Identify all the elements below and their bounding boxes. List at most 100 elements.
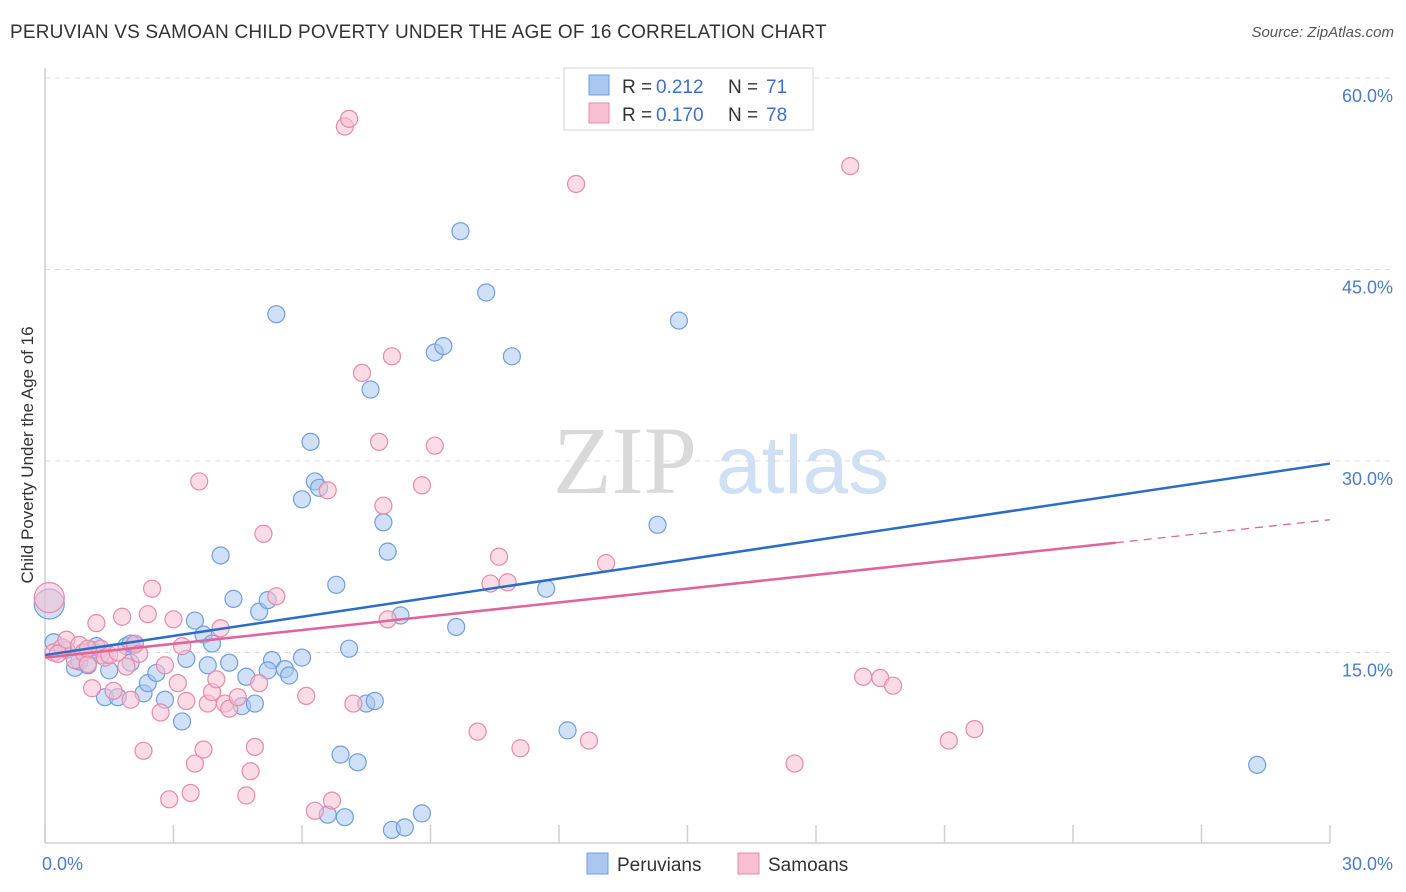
- samoan-point-28: [177, 691, 196, 711]
- chart-title: PERUVIAN VS SAMOAN CHILD POVERTY UNDER T…: [10, 22, 827, 43]
- samoan-point-46: [297, 686, 316, 706]
- samoan-point-22: [142, 579, 162, 598]
- samoan-point-47: [305, 801, 324, 820]
- trendline-samoans: [44, 541, 1116, 659]
- samoan-point-19: [130, 644, 149, 663]
- legend-n-label-1: N =: [728, 77, 758, 98]
- x-tick-label-0: 0.0%: [42, 854, 83, 874]
- y-axis-label: Child Poverty Under the Age of 16: [18, 326, 37, 583]
- samoan-point-24: [155, 656, 175, 675]
- samoan-point-55: [374, 496, 393, 515]
- x-tick-label-1: 30.0%: [1342, 854, 1393, 874]
- peruvian-point-38: [301, 432, 320, 451]
- bottom-legend: Peruvians Samoans: [586, 852, 848, 876]
- samoan-point-23: [151, 703, 170, 722]
- trendlines: [44, 462, 1331, 659]
- y-tick-label-1: 30.0%: [1342, 469, 1393, 489]
- legend-r-value-2: 0.170: [656, 105, 704, 126]
- series-peruvians: [33, 222, 1267, 840]
- bottom-legend-swatch-peruvians: [586, 852, 609, 875]
- samoan-point-66: [579, 731, 599, 750]
- samoan-point-31: [190, 472, 209, 491]
- peruvian-point-43: [331, 745, 350, 764]
- peruvian-point-66: [1248, 755, 1267, 774]
- peruvian-point-54: [395, 818, 414, 837]
- samoan-point-39: [228, 688, 247, 707]
- peruvian-point-48: [361, 380, 380, 399]
- legend-n-label-2: N =: [728, 105, 758, 126]
- samoan-point-44: [254, 524, 273, 543]
- samoan-point-65: [567, 174, 586, 194]
- y-tick-label-2: 45.0%: [1342, 278, 1393, 298]
- source-credit: Source: ZipAtlas.com: [1251, 24, 1394, 41]
- peruvian-point-51: [378, 542, 397, 561]
- samoan-point-60: [468, 722, 487, 741]
- samoan-point-53: [352, 363, 372, 383]
- samoan-point-59: [425, 436, 444, 455]
- samoan-point-52: [344, 694, 363, 713]
- samoan-point-42: [245, 737, 264, 757]
- peruvian-point-57: [434, 337, 453, 356]
- samoan-point-62: [489, 547, 509, 566]
- y-tick-labels: 15.0% 30.0% 45.0% 60.0%: [1342, 86, 1393, 681]
- peruvian-point-42: [327, 575, 346, 594]
- samoan-point-64: [511, 739, 530, 758]
- peruvian-point-18: [172, 712, 192, 731]
- watermark-atlas: atlas: [716, 420, 889, 511]
- samoan-point-51: [340, 109, 359, 128]
- samoan-point-7: [78, 654, 97, 674]
- legend-n-value-1: 71: [766, 77, 787, 98]
- samoan-point-0: [33, 582, 65, 614]
- peruvian-point-55: [412, 804, 432, 823]
- peruvian-point-44: [335, 808, 354, 827]
- samoan-point-67: [597, 554, 616, 573]
- samoan-point-48: [318, 481, 337, 500]
- peruvian-point-60: [477, 283, 496, 302]
- legend: R = 0.212 N = 71 R = 0.170 N = 78: [563, 67, 814, 131]
- bottom-legend-peruvians: Peruvians: [617, 855, 702, 876]
- peruvian-point-22: [198, 656, 217, 675]
- samoan-point-49: [322, 791, 342, 810]
- peruvian-point-23: [202, 634, 222, 653]
- samoan-point-69: [841, 156, 860, 176]
- legend-r-label-2: R =: [622, 105, 652, 126]
- samoan-point-26: [164, 610, 183, 629]
- gridlines: [45, 77, 1393, 653]
- legend-swatch-samoans: [588, 102, 610, 124]
- samoan-point-13: [104, 681, 123, 700]
- samoan-point-30: [185, 754, 205, 773]
- samoan-point-70: [854, 667, 873, 686]
- samoan-point-16: [117, 657, 136, 676]
- samoan-point-43: [250, 674, 269, 693]
- y-tick-label-0: 15.0%: [1342, 661, 1393, 681]
- legend-n-value-2: 78: [766, 105, 787, 126]
- peruvian-point-20: [185, 611, 205, 630]
- samoan-point-72: [883, 676, 903, 695]
- peruvian-point-59: [451, 222, 470, 241]
- peruvian-point-50: [374, 513, 393, 532]
- samoan-point-41: [241, 762, 260, 781]
- axes: [44, 68, 1331, 844]
- peruvian-point-61: [502, 347, 521, 366]
- legend-r-value-1: 0.212: [656, 77, 704, 98]
- samoan-point-58: [412, 476, 432, 495]
- samoan-point-74: [965, 719, 984, 739]
- samoan-point-8: [83, 679, 102, 698]
- legend-swatch-peruvians: [588, 74, 610, 96]
- samoan-point-17: [121, 690, 140, 709]
- peruvian-point-65: [669, 311, 689, 330]
- peruvian-point-26: [224, 589, 243, 608]
- trendline-peruvians: [44, 462, 1331, 657]
- samoan-point-15: [112, 607, 132, 626]
- peruvian-point-62: [537, 579, 556, 598]
- bottom-legend-swatch-samoans: [737, 852, 760, 875]
- samoan-point-40: [237, 786, 256, 805]
- trendline-samoans-extension: [1115, 519, 1331, 544]
- bottom-legend-samoans: Samoans: [768, 855, 848, 876]
- peruvian-point-45: [340, 639, 359, 658]
- peruvian-point-58: [447, 617, 466, 637]
- watermark: ZIP atlas: [553, 407, 889, 514]
- samoan-point-21: [138, 605, 157, 624]
- samoan-point-25: [160, 790, 179, 809]
